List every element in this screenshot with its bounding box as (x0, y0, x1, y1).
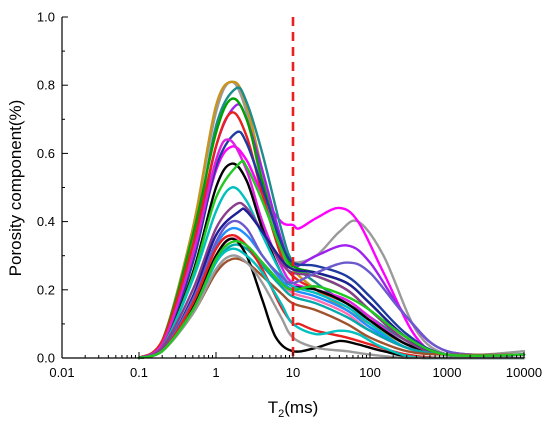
y-tick-label: 0.2 (37, 282, 55, 297)
x-axis-title-unit: (ms) (284, 398, 318, 417)
curve-13 (137, 201, 526, 360)
y-ticks: 0.0 0.2 0.4 0.6 0.8 1.0 (37, 10, 68, 366)
x-ticks: 0.01 0.1 1 10 100 1000 10000 (49, 352, 542, 380)
y-tick-label: 1.0 (37, 10, 55, 25)
x-tick-label: 1000 (433, 365, 462, 380)
x-tick-label: 10000 (506, 365, 542, 380)
curve-20 (137, 237, 526, 360)
y-tick-label: 0.0 (37, 351, 55, 366)
y-tick-label: 0.8 (37, 78, 55, 93)
y-tick-label: 0.6 (37, 146, 55, 161)
x-tick-label: 100 (359, 365, 381, 380)
curve-24 (137, 239, 526, 360)
x-axis-title: T2(ms) (268, 398, 319, 420)
y-tick-label: 0.4 (37, 214, 55, 229)
x-tick-label: 10 (286, 365, 300, 380)
curve-8 (137, 130, 526, 360)
y-axis-title: Porosity component(%) (6, 100, 25, 277)
x-axis-title-main: T (268, 398, 278, 417)
x-tick-label: 0.1 (130, 365, 148, 380)
x-axis-title-subscript: 2 (278, 408, 284, 420)
x-tick-label: 0.01 (49, 365, 74, 380)
x-tick-label: 1 (212, 365, 219, 380)
curve-16 (137, 219, 526, 360)
curve-group (137, 80, 526, 360)
